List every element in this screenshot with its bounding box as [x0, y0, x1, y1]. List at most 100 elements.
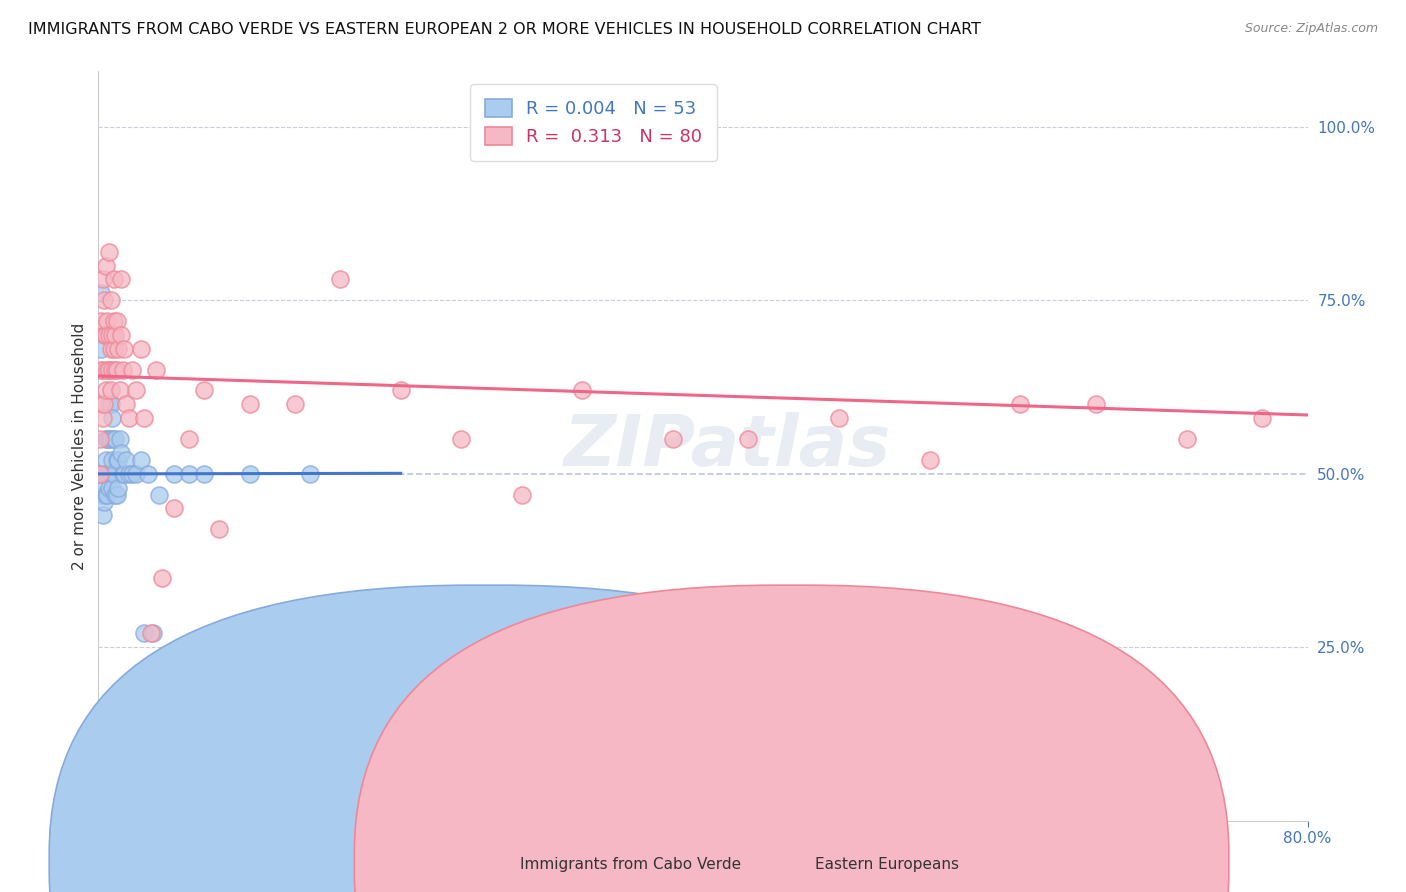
Point: [100, 384, 122, 398]
Point: [111, 467, 134, 481]
Point: [94, 259, 117, 273]
Point: [100, 397, 122, 411]
Point: [107, 453, 129, 467]
Point: [98, 362, 121, 376]
Point: [1402, 411, 1406, 425]
Point: [299, 467, 322, 481]
Point: [90, 286, 112, 301]
Point: [94, 453, 117, 467]
Point: [105, 453, 128, 467]
Point: [101, 362, 124, 376]
Point: [918, 453, 941, 467]
Point: [105, 362, 128, 376]
Point: [103, 314, 125, 328]
Point: [163, 467, 186, 481]
Point: [112, 342, 135, 356]
Point: [112, 467, 135, 481]
Point: [103, 467, 125, 481]
Point: [103, 342, 125, 356]
Point: [93, 328, 115, 343]
Point: [208, 522, 231, 536]
Point: [104, 432, 127, 446]
Point: [104, 487, 127, 501]
Point: [96, 314, 118, 328]
Point: [100, 467, 122, 481]
Point: [96, 362, 118, 376]
Point: [104, 328, 127, 343]
Text: Immigrants from Cabo Verde: Immigrants from Cabo Verde: [520, 857, 741, 872]
Point: [129, 342, 152, 356]
Point: [101, 328, 124, 343]
Point: [132, 411, 155, 425]
Point: [96, 432, 118, 446]
Point: [193, 384, 215, 398]
Point: [93, 467, 115, 481]
Point: [155, 661, 177, 675]
Point: [100, 293, 122, 308]
Point: [1312, 432, 1334, 446]
Point: [94, 432, 117, 446]
Point: [98, 244, 121, 259]
Point: [450, 432, 472, 446]
Point: [125, 467, 148, 481]
Point: [108, 432, 131, 446]
Point: [193, 467, 215, 481]
Point: [163, 501, 186, 516]
Text: Source: ZipAtlas.com: Source: ZipAtlas.com: [1244, 22, 1378, 36]
Point: [96, 467, 118, 481]
Point: [1010, 397, 1032, 411]
Point: [98, 432, 121, 446]
Point: [105, 314, 128, 328]
Point: [91, 467, 114, 481]
FancyBboxPatch shape: [49, 585, 924, 892]
Point: [132, 626, 155, 640]
Point: [114, 453, 136, 467]
Point: [89, 432, 111, 446]
Point: [108, 384, 131, 398]
Point: [94, 384, 117, 398]
Point: [121, 467, 143, 481]
Point: [142, 626, 165, 640]
Point: [104, 362, 127, 376]
Point: [239, 467, 262, 481]
Text: Eastern Europeans: Eastern Europeans: [815, 857, 959, 872]
Point: [118, 411, 141, 425]
Point: [1085, 397, 1108, 411]
Point: [1386, 397, 1406, 411]
Point: [129, 453, 152, 467]
Point: [136, 467, 159, 481]
Text: ZIPatlas: ZIPatlas: [564, 411, 891, 481]
Point: [93, 494, 115, 508]
Point: [145, 362, 167, 376]
Point: [98, 397, 121, 411]
Point: [100, 432, 122, 446]
Point: [91, 487, 114, 501]
Point: [107, 481, 129, 495]
Point: [89, 467, 111, 481]
Point: [89, 467, 111, 481]
Point: [103, 272, 125, 286]
Point: [389, 384, 412, 398]
Point: [571, 384, 593, 398]
Point: [91, 508, 114, 523]
Legend: R = 0.004   N = 53, R =  0.313   N = 80: R = 0.004 N = 53, R = 0.313 N = 80: [470, 84, 717, 161]
Point: [125, 384, 148, 398]
Point: [101, 453, 124, 467]
Point: [100, 342, 122, 356]
Point: [90, 362, 112, 376]
Point: [90, 342, 112, 356]
Point: [110, 272, 132, 286]
Point: [90, 314, 112, 328]
Point: [98, 481, 121, 495]
Point: [96, 487, 118, 501]
Point: [239, 397, 262, 411]
Point: [661, 432, 683, 446]
Point: [1175, 432, 1198, 446]
Point: [91, 411, 114, 425]
Y-axis label: 2 or more Vehicles in Household: 2 or more Vehicles in Household: [72, 322, 87, 570]
Point: [107, 342, 129, 356]
Point: [1251, 411, 1274, 425]
Point: [93, 293, 115, 308]
Point: [110, 328, 132, 343]
Point: [284, 397, 307, 411]
